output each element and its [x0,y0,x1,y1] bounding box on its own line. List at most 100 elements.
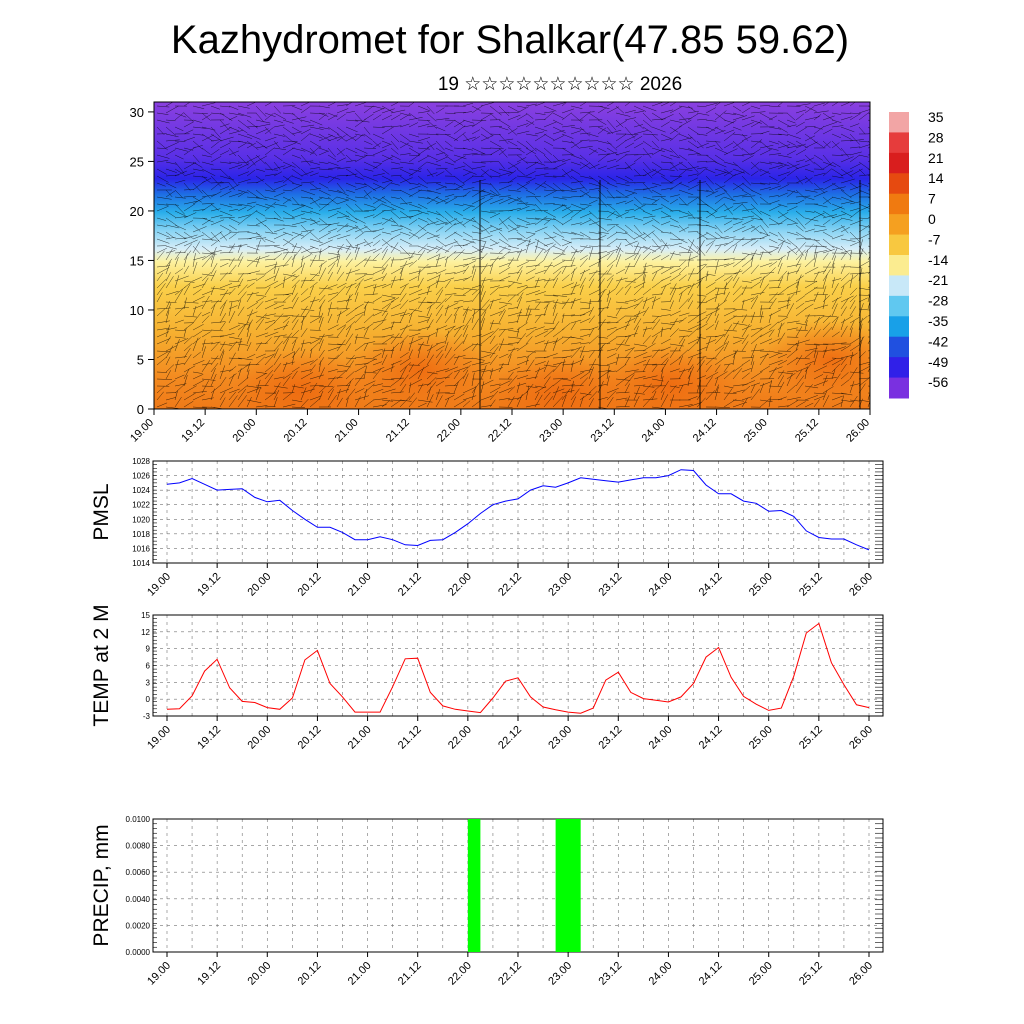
wind-barb [336,234,351,240]
wind-barb [165,370,172,380]
wind-barb [228,264,237,275]
wind-barb [678,338,686,352]
wind-barb [489,194,501,198]
wind-barb [849,231,861,243]
wind-barb [570,161,581,166]
wind-barb [741,155,754,163]
wind-barb [381,354,388,366]
wind-barb [327,376,336,387]
wind-barb [327,161,339,166]
wind-barb [390,196,400,200]
y-tick-label: 1020 [132,515,150,524]
wind-barb [426,172,438,177]
wind-barb [363,154,375,157]
wind-barb [633,396,640,408]
wind-barb [624,266,635,268]
wind-barb [552,102,568,107]
wind-barb [849,151,862,156]
wind-barb [381,126,394,135]
wind-barb [624,374,635,387]
wind-barb [624,356,630,366]
colorbar-swatch [889,193,909,215]
wind-barb [327,207,342,212]
wind-barb [291,203,305,206]
wind-barb [444,295,452,303]
wind-barb [192,105,205,110]
wind-barb [606,327,617,331]
wind-barb [615,134,626,142]
wind-barb [516,217,530,224]
wind-barb [282,140,298,142]
wind-barb [723,236,736,240]
wind-barb [399,123,410,128]
wind-barb [246,309,253,324]
wind-barb [813,161,823,170]
wind-barb [372,349,383,352]
wind-barb [795,307,807,317]
wind-barb [327,389,334,401]
wind-barb [597,119,607,125]
wind-barb [291,351,296,366]
wind-barb [210,335,225,338]
wind-barb [588,199,598,205]
wind-barb [777,381,785,394]
wind-barb [687,166,699,170]
wind-barb [498,304,508,310]
wind-barb [777,262,783,275]
wind-barb [831,125,844,128]
wind-barb [345,258,353,268]
wind-barb [615,238,628,241]
wind-barb [408,336,414,352]
wind-barb [210,362,219,373]
wind-barb [822,295,830,303]
wind-barb [408,133,420,138]
wind-barb [399,383,407,394]
wind-barb [345,378,354,387]
wind-barb [201,238,217,241]
x-tick-label: 24.12 [697,960,725,988]
wind-barb [363,380,376,387]
wind-barb [831,342,847,345]
wind-barb [561,313,565,324]
wind-barb [813,245,827,247]
wind-barb [408,251,416,261]
wind-barb [624,369,639,373]
x-tick-label: 19.12 [195,960,223,988]
x-tick-label: 20.12 [296,960,324,988]
wind-barb [579,355,585,366]
wind-barb [624,199,634,205]
wind-barb [714,357,726,366]
wind-barb [327,233,341,240]
x-tick-label: 22.00 [446,960,474,988]
wind-barb [300,277,307,289]
wind-barb [804,266,819,275]
wind-barb [174,215,189,219]
wind-barb [525,305,530,317]
wind-barb [327,133,338,139]
wind-barb [273,353,282,366]
wind-barb [327,376,343,380]
wind-barb [552,266,563,275]
wind-barb [534,180,547,191]
wind-barb [849,395,858,408]
wind-barb [579,231,591,239]
wind-barb [453,269,467,275]
wind-barb [363,189,372,200]
wind-barb [624,161,633,171]
wind-barb [318,305,322,317]
wind-barb [714,192,725,198]
wind-barb [426,354,434,366]
wind-barb [723,240,734,247]
wind-barb [714,258,730,261]
wind-barb [345,333,354,345]
wind-barb [768,126,781,130]
wind-barb [705,126,715,131]
wind-barb [210,156,222,163]
wind-barb [543,294,559,297]
wind-barb [318,161,329,164]
wind-barb [822,196,832,205]
wind-barb [489,319,494,331]
wind-barb [372,353,382,359]
wind-barb [651,384,662,394]
wind-barb [480,277,486,289]
